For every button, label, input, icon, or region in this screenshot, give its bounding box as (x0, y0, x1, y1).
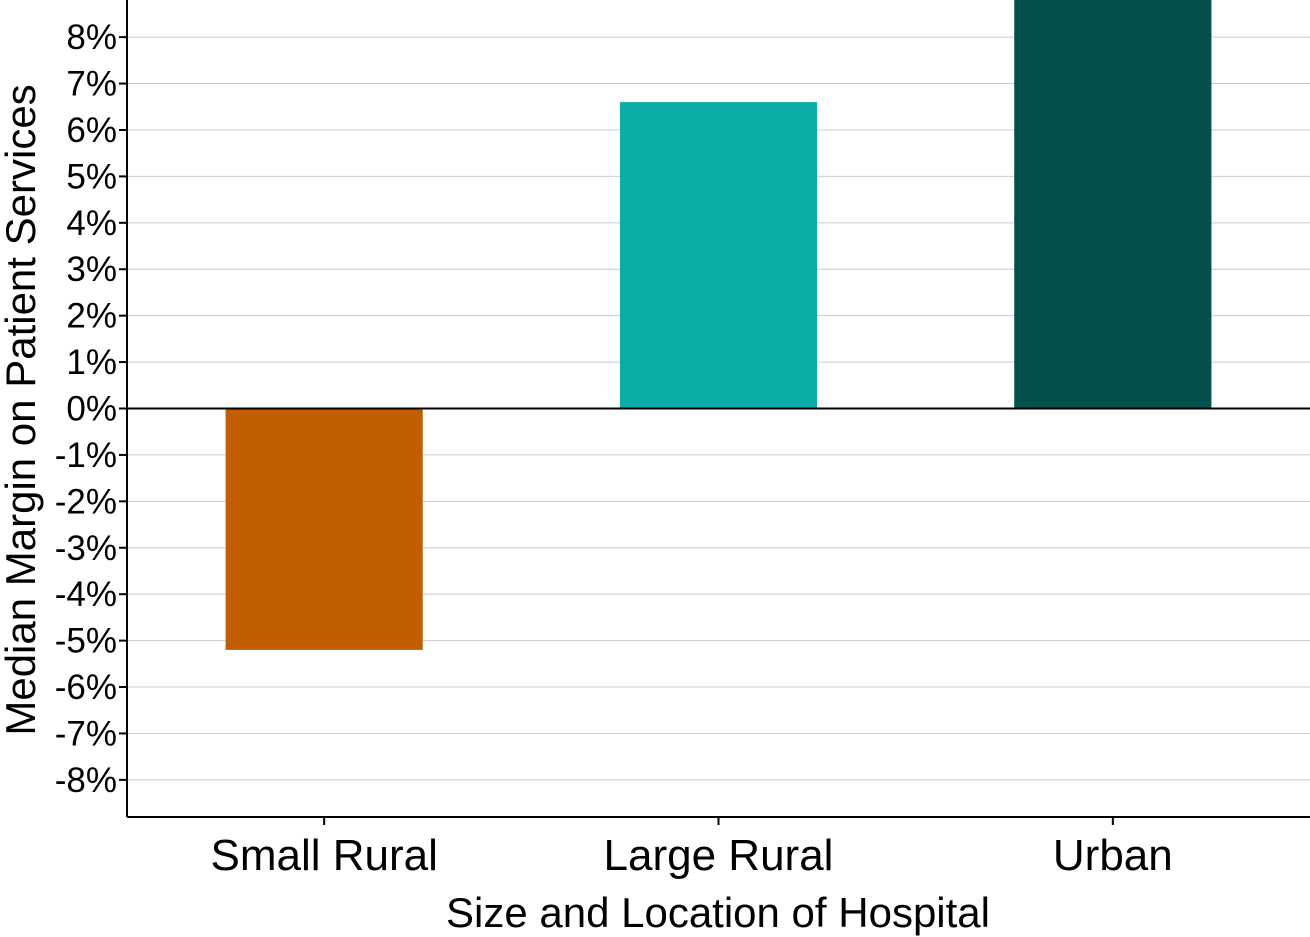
y-tick-label: 7% (66, 65, 117, 104)
y-tick-label: -2% (55, 482, 117, 521)
y-tick-label: -7% (55, 714, 117, 753)
x-axis-title: Size and Location of Hospital (446, 889, 990, 936)
y-tick-label: -4% (55, 575, 117, 614)
x-tick-label: Urban (1053, 831, 1173, 880)
y-axis-title: Median Margin on Patient Services (0, 84, 44, 735)
bars (225, 0, 1212, 650)
y-tick-label: -6% (55, 668, 117, 707)
y-tick-label: 5% (66, 157, 117, 196)
y-tick-label: 2% (66, 297, 117, 336)
y-tick-label: 3% (66, 250, 117, 289)
y-tick-label: -5% (55, 622, 117, 661)
y-tick-label: 6% (66, 111, 117, 150)
y-tick-label: 0% (66, 390, 117, 429)
y-tick-label: -1% (55, 436, 117, 475)
y-axis-ticks: -8% -7% -6% -5% -4% -3% -2% -1% 0% 1% 2% 3% 4% 5% 6% 7%… (55, 18, 127, 800)
bar-urban (1014, 0, 1212, 409)
x-axis-ticks: Small Rural Large Rural Urban (210, 817, 1173, 880)
x-tick-label: Large Rural (604, 831, 834, 880)
bar-small-rural (225, 408, 423, 650)
y-tick-label: -8% (55, 761, 117, 800)
x-tick-label: Small Rural (210, 831, 437, 880)
y-tick-label: 4% (66, 204, 117, 243)
bar-large-rural (619, 102, 818, 409)
y-tick-label: 8% (66, 18, 117, 57)
y-tick-label: 1% (66, 343, 117, 382)
y-tick-label: -3% (55, 529, 117, 568)
